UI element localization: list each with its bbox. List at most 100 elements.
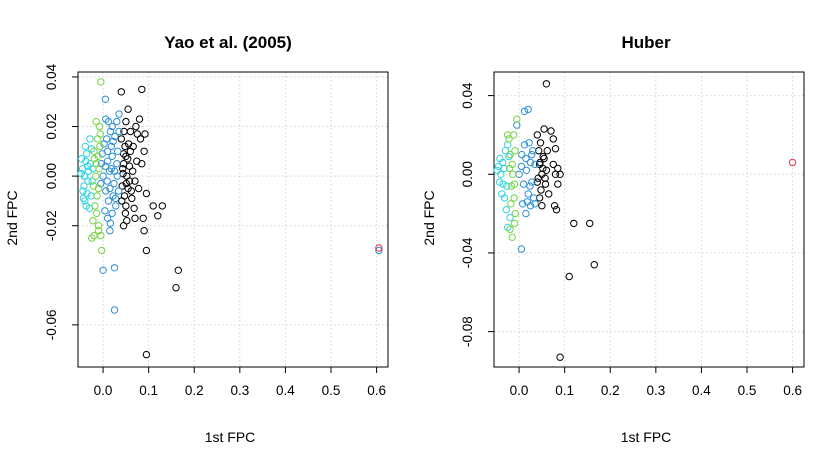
- data-point: [134, 184, 143, 193]
- data-point: [158, 202, 167, 210]
- data-point: [130, 204, 138, 213]
- data-point: [538, 202, 546, 210]
- data-point: [549, 160, 557, 169]
- data-point: [114, 187, 123, 195]
- data-point: [106, 184, 114, 193]
- data-point: [554, 180, 562, 188]
- axis-ticks: 0.0 0.1 0.2 0.3 0.4 0.5 0.6 0.04 0.00 -0.04 -0.08: [460, 82, 802, 398]
- data-point: [80, 172, 89, 180]
- data-point: [542, 80, 551, 88]
- data-point: [513, 115, 521, 123]
- data-point: [77, 155, 86, 163]
- data-point: [84, 177, 92, 185]
- data-point: [519, 180, 528, 188]
- y-tick-label: -0.02: [44, 210, 59, 241]
- data-point: [499, 158, 507, 167]
- data-point: [100, 140, 108, 148]
- chart-yao: Yao et al. (2005) 0.0 0.1 0.2 0.3 0.4 0.5 0.60…: [4, 33, 389, 445]
- data-point: [80, 182, 88, 190]
- x-tick-label: 0.4: [276, 383, 295, 398]
- data-point: [103, 157, 112, 165]
- data-point: [504, 141, 512, 149]
- grid: [494, 72, 804, 367]
- data-point: [88, 177, 96, 185]
- x-tick-label: 0.2: [185, 383, 204, 398]
- data-point: [110, 264, 119, 272]
- data-point: [138, 85, 146, 94]
- y-tick-label: 0.04: [44, 63, 59, 90]
- data-point: [96, 130, 105, 138]
- data-point: [79, 194, 88, 203]
- data-point: [506, 213, 514, 222]
- y-axis-label: 2nd FPC: [4, 190, 20, 245]
- x-tick-label: 0.6: [783, 383, 802, 398]
- data-points: [493, 80, 797, 361]
- x-axis-label: 1st FPC: [205, 429, 256, 445]
- data-point: [93, 209, 101, 218]
- data-point: [83, 162, 92, 170]
- data-point: [141, 130, 149, 138]
- chart-huber: Huber 0.0 0.1 0.2 0.3 0.4 0.5 0.6 0.04 0.00 -0.04…: [421, 33, 805, 445]
- data-point: [541, 174, 549, 182]
- data-point: [495, 178, 504, 186]
- data-point: [102, 187, 110, 195]
- data-point: [535, 194, 544, 202]
- data-point: [101, 95, 110, 104]
- data-point: [511, 209, 520, 218]
- data-point: [102, 115, 110, 123]
- chart-title: Yao et al. (2005): [164, 33, 292, 52]
- data-point: [507, 200, 515, 208]
- data-point: [89, 182, 98, 190]
- data-point: [131, 214, 139, 223]
- data-point: [121, 209, 130, 218]
- data-point: [124, 155, 132, 163]
- data-point: [154, 212, 162, 220]
- data-point: [511, 147, 519, 155]
- data-point: [500, 194, 509, 202]
- data-point: [94, 227, 103, 235]
- data-point: [107, 142, 116, 151]
- data-point: [112, 202, 120, 210]
- data-point: [90, 231, 98, 240]
- x-tick-label: 0.1: [139, 383, 158, 398]
- data-point: [519, 200, 527, 208]
- data-point: [88, 234, 96, 242]
- data-point: [110, 306, 119, 314]
- data-point: [543, 147, 551, 155]
- data-point: [522, 209, 530, 218]
- data-point: [99, 172, 107, 180]
- y-tick-label: 0.00: [44, 163, 59, 189]
- data-point: [108, 209, 116, 218]
- data-point: [131, 177, 139, 185]
- data-point: [83, 150, 91, 158]
- data-point: [114, 147, 122, 156]
- x-tick-label: 0.5: [738, 383, 757, 398]
- data-point: [88, 145, 96, 153]
- data-point: [139, 214, 147, 223]
- data-point: [536, 158, 544, 167]
- data-point: [517, 162, 526, 171]
- data-point: [493, 166, 501, 175]
- data-point: [110, 179, 118, 188]
- data-point: [509, 131, 518, 139]
- data-point: [556, 353, 564, 361]
- data-point: [510, 219, 519, 228]
- y-tick-label: 0.02: [44, 113, 59, 139]
- x-tick-label: 0.1: [555, 383, 574, 398]
- data-point: [788, 158, 797, 167]
- x-tick-label: 0.5: [322, 383, 341, 398]
- data-point: [118, 197, 126, 205]
- data-point: [525, 139, 533, 147]
- data-point: [533, 131, 541, 139]
- data-point: [526, 182, 534, 190]
- x-tick-label: 0.0: [510, 383, 529, 398]
- data-point: [122, 179, 131, 188]
- data-point: [504, 131, 512, 139]
- data-point: [106, 227, 114, 235]
- data-point: [95, 165, 103, 173]
- data-point: [107, 165, 116, 173]
- data-point: [103, 147, 112, 156]
- x-tick-label: 0.6: [367, 383, 386, 398]
- data-point: [545, 190, 553, 198]
